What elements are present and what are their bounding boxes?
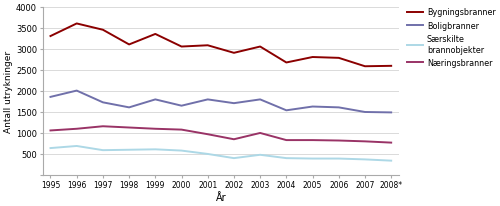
X-axis label: År: År: [216, 192, 226, 202]
Legend: Bygningsbranner, Boligbranner, Særskilte
brannobjekter, Næringsbranner: Bygningsbranner, Boligbranner, Særskilte…: [406, 8, 496, 68]
Y-axis label: Antall utrykninger: Antall utrykninger: [4, 50, 13, 132]
